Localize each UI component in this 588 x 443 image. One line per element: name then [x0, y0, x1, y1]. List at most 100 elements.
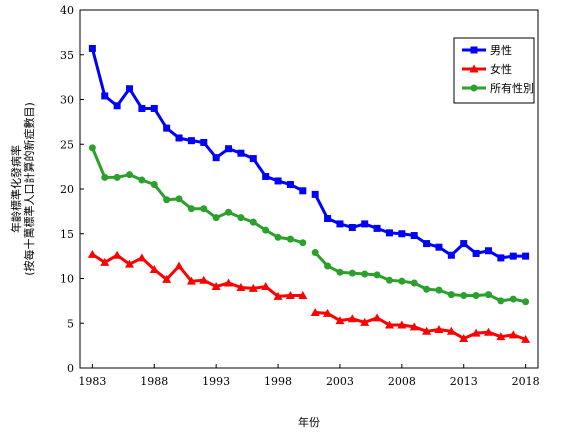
data-point — [138, 104, 146, 112]
data-point — [125, 259, 135, 268]
data-point — [373, 271, 381, 279]
data-point — [101, 173, 109, 181]
data-point — [126, 85, 134, 93]
data-point — [497, 254, 505, 262]
data-point — [347, 314, 357, 323]
data-point — [163, 196, 171, 204]
data-point — [150, 104, 158, 112]
data-point — [261, 282, 271, 291]
y-tick-label: 40 — [60, 4, 74, 17]
y-axis-title-line2: (按每十萬標準人口計算的新症數目) — [22, 102, 36, 276]
legend-label: 男性 — [490, 43, 512, 57]
x-axis: 1983 1988 1993 1998 2003 2008 2013 2018 — [78, 364, 540, 388]
data-point — [310, 308, 320, 317]
data-point — [496, 332, 506, 341]
data-point — [149, 265, 159, 274]
data-point — [236, 282, 246, 291]
data-point — [298, 291, 308, 300]
data-point — [88, 44, 96, 52]
data-point — [324, 215, 332, 223]
data-point — [113, 102, 121, 110]
data-point — [237, 214, 245, 222]
legend-label: 所有性別 — [490, 81, 534, 95]
data-point — [311, 190, 319, 198]
data-point — [163, 124, 171, 132]
data-point — [150, 181, 158, 189]
data-point — [187, 137, 195, 145]
data-point — [460, 240, 468, 248]
y-tick-label: 10 — [60, 273, 74, 286]
data-point — [509, 252, 517, 260]
data-point — [224, 278, 234, 287]
data-point — [212, 214, 220, 222]
data-point — [186, 276, 196, 285]
data-point — [112, 250, 122, 259]
data-point — [472, 292, 480, 300]
data-point — [361, 220, 369, 228]
x-tick-label: 1998 — [264, 375, 292, 388]
data-point — [126, 171, 134, 179]
data-point — [447, 251, 455, 259]
data-point — [285, 291, 295, 300]
x-axis-title: 年份 — [298, 415, 320, 429]
data-point — [249, 218, 257, 226]
data-point — [249, 155, 257, 163]
data-point — [262, 226, 270, 234]
data-point — [447, 291, 455, 299]
data-point — [361, 270, 369, 278]
y-tick-label: 5 — [67, 317, 74, 330]
data-point — [446, 326, 456, 335]
data-point — [435, 286, 443, 294]
data-point — [137, 253, 147, 262]
data-point — [410, 232, 418, 240]
x-tick-label: 2013 — [450, 375, 478, 388]
data-point — [323, 308, 333, 317]
data-point — [187, 205, 195, 213]
data-point — [199, 275, 209, 284]
data-point — [100, 257, 110, 266]
series-2 — [88, 144, 530, 306]
data-point — [335, 316, 345, 325]
data-point — [472, 249, 480, 257]
data-point — [409, 322, 419, 331]
data-point — [299, 239, 307, 247]
data-point — [483, 327, 493, 336]
data-point — [372, 313, 382, 322]
y-axis: 0 5 10 15 20 25 30 35 40 — [60, 4, 84, 375]
data-point — [237, 149, 245, 157]
data-point — [522, 298, 530, 306]
data-point — [348, 269, 356, 277]
data-point — [174, 261, 184, 270]
data-point — [398, 230, 406, 238]
x-tick-label: 1988 — [140, 375, 168, 388]
x-tick-label: 2018 — [512, 375, 540, 388]
data-point — [286, 235, 294, 243]
data-point — [497, 297, 505, 305]
data-point — [522, 252, 530, 260]
x-tick-label: 1993 — [202, 375, 230, 388]
data-point — [348, 223, 356, 231]
y-tick-label: 15 — [60, 228, 74, 241]
data-point — [101, 92, 109, 100]
data-point — [87, 249, 97, 258]
data-point — [225, 208, 233, 216]
data-point — [274, 177, 282, 185]
x-tick-label: 2003 — [326, 375, 354, 388]
data-point — [211, 282, 221, 291]
data-point — [484, 291, 492, 299]
data-point — [286, 181, 294, 189]
data-point — [200, 205, 208, 213]
data-point — [88, 144, 96, 152]
legend-swatch-marker — [470, 84, 478, 92]
data-point — [274, 233, 282, 241]
data-point — [410, 279, 418, 287]
data-point — [423, 240, 431, 248]
data-point — [311, 249, 319, 257]
legend-item: 女性 — [462, 62, 512, 76]
data-point — [460, 292, 468, 300]
y-tick-label: 30 — [60, 94, 74, 107]
data-point — [508, 330, 518, 339]
data-point — [175, 134, 183, 142]
data-point — [113, 173, 121, 181]
